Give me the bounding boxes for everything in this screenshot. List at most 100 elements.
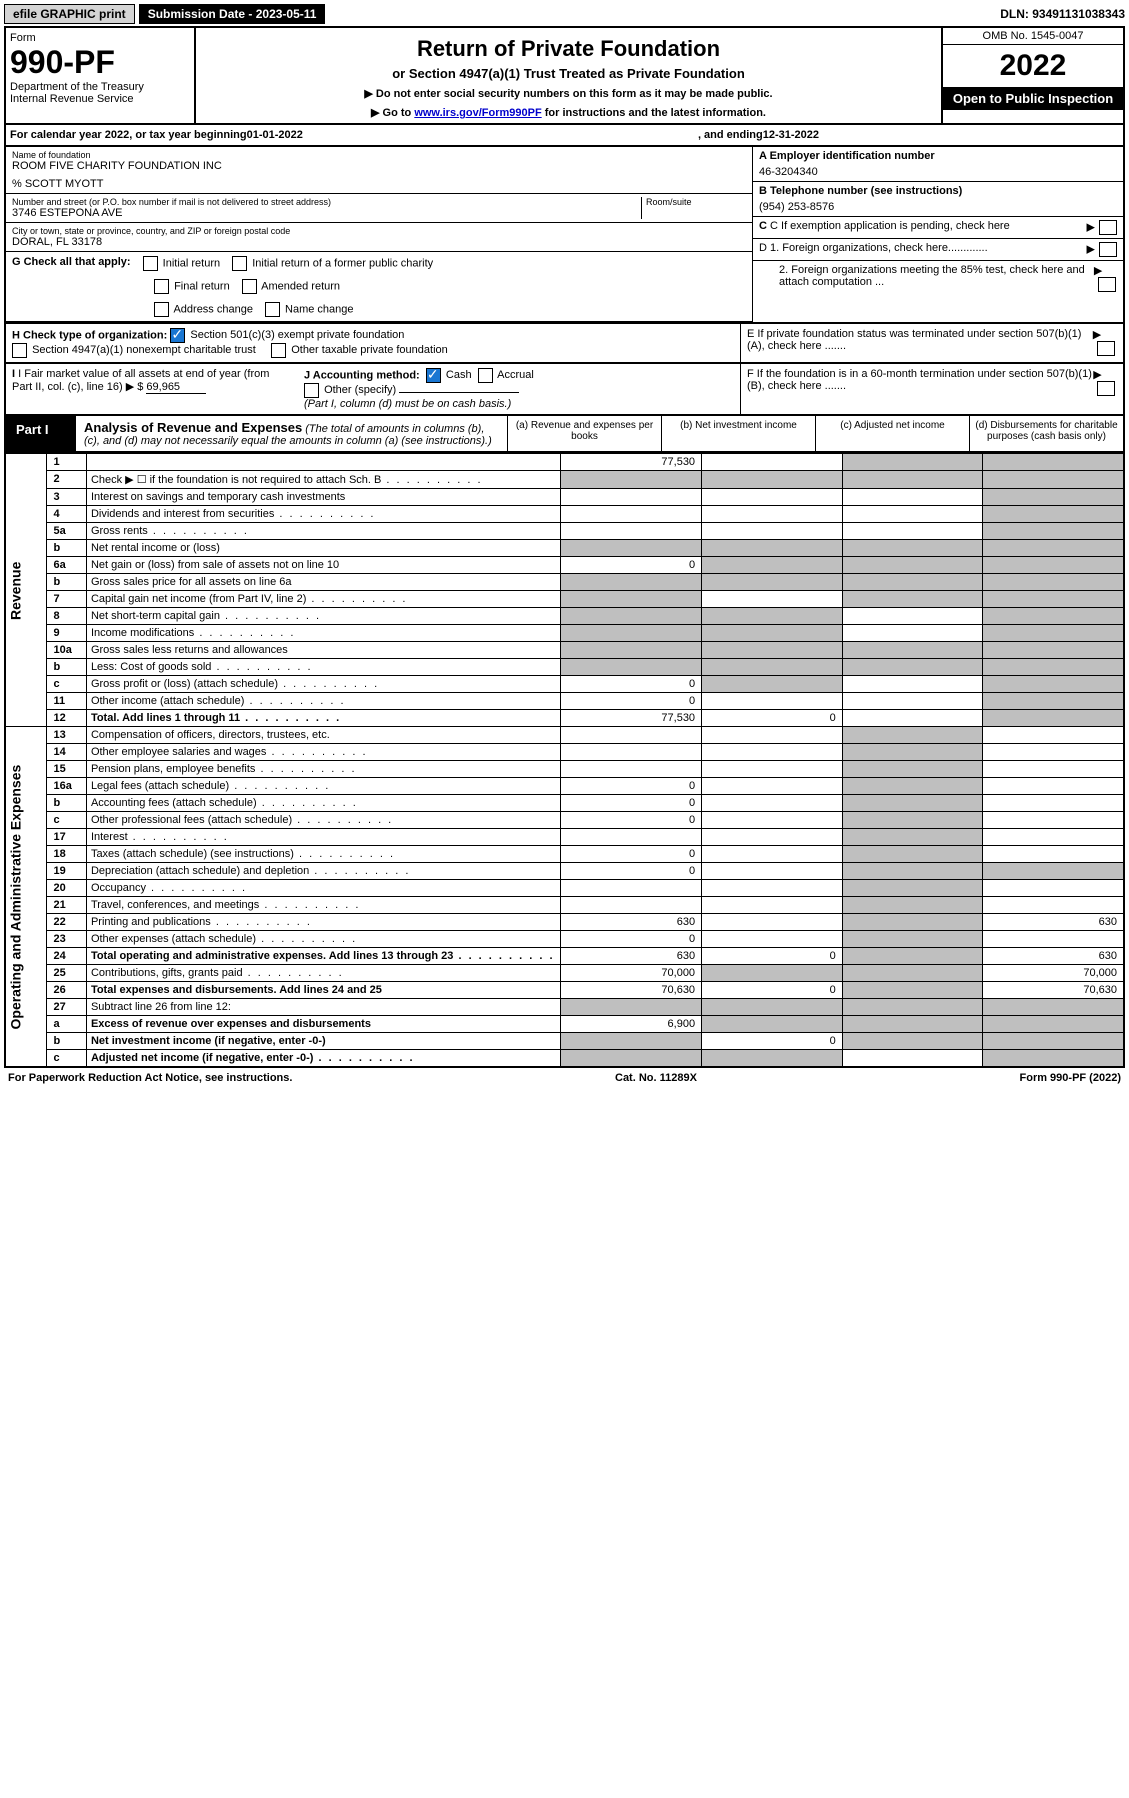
line-number: 1 [47,454,86,471]
cell-col-a: 77,530 [561,454,702,471]
info-grid: Name of foundation ROOM FIVE CHARITY FOU… [4,147,1125,324]
header-right: OMB No. 1545-0047 2022 Open to Public In… [943,28,1123,123]
cell-col-a [561,489,702,506]
table-row: 14Other employee salaries and wages [5,744,1124,761]
cell-col-a: 630 [561,914,702,931]
cell-col-a: 77,530 [561,710,702,727]
chk-initial-return[interactable]: Initial return [143,256,221,271]
line-description: Net rental income or (loss) [86,540,561,557]
cell-col-a: 0 [561,863,702,880]
line-description: Compensation of officers, directors, tru… [86,727,561,744]
cell-col-c [842,489,983,506]
chk-accrual[interactable]: Accrual [478,369,534,381]
cell-col-c [842,897,983,914]
chk-initial-former[interactable]: Initial return of a former public charit… [232,256,433,271]
cell-col-d [983,540,1124,557]
cell-col-d [983,625,1124,642]
cell-col-b [702,744,843,761]
chk-d1[interactable] [1099,242,1117,257]
dln: DLN: 93491131038343 [1000,7,1125,21]
cell-col-d [983,744,1124,761]
line-description: Contributions, gifts, grants paid [86,965,561,982]
cell-col-c [842,591,983,608]
cell-col-d [983,489,1124,506]
header-center: Return of Private Foundation or Section … [196,28,943,123]
side-label: Operating and Administrative Expenses [5,727,47,1068]
cell-col-b [702,880,843,897]
table-row: 19Depreciation (attach schedule) and dep… [5,863,1124,880]
line-number: 20 [47,880,86,897]
cell-col-a [561,744,702,761]
chk-other-taxable[interactable]: Other taxable private foundation [271,344,448,356]
table-row: Revenue177,530 [5,454,1124,471]
chk-d2[interactable] [1098,277,1116,292]
line-description: Other employee salaries and wages [86,744,561,761]
table-row: 4Dividends and interest from securities [5,506,1124,523]
line-number: 3 [47,489,86,506]
line-number: 8 [47,608,86,625]
cell-col-c [842,710,983,727]
line-number: 5a [47,523,86,540]
chk-cash[interactable]: Cash [426,369,472,381]
chk-4947[interactable]: Section 4947(a)(1) nonexempt charitable … [12,344,256,356]
top-bar: efile GRAPHIC print Submission Date - 20… [4,4,1125,24]
chk-f[interactable] [1097,381,1115,396]
cell-col-c [842,863,983,880]
table-row: 8Net short-term capital gain [5,608,1124,625]
cell-col-c [842,574,983,591]
cell-col-a [561,625,702,642]
address-block: Number and street (or P.O. box number if… [6,194,752,223]
cell-col-b [702,523,843,540]
cell-col-d [983,1050,1124,1068]
irs-link[interactable]: www.irs.gov/Form990PF [414,107,541,119]
table-row: 23Other expenses (attach schedule)0 [5,931,1124,948]
line-description: Total expenses and disbursements. Add li… [86,982,561,999]
chk-name-change[interactable]: Name change [265,302,354,317]
chk-e[interactable] [1097,341,1115,356]
line-description: Other expenses (attach schedule) [86,931,561,948]
header-left: Form 990-PF Department of the Treasury I… [6,28,196,123]
line-number: 13 [47,727,86,744]
line-description: Occupancy [86,880,561,897]
table-row: 21Travel, conferences, and meetings [5,897,1124,914]
line-number: 21 [47,897,86,914]
line-description: Net short-term capital gain [86,608,561,625]
cell-col-a: 0 [561,778,702,795]
line-number: 25 [47,965,86,982]
efile-button[interactable]: efile GRAPHIC print [4,4,135,24]
cell-col-a [561,523,702,540]
table-row: 11Other income (attach schedule)0 [5,693,1124,710]
table-row: 25Contributions, gifts, grants paid 70,00… [5,965,1124,982]
chk-address-change[interactable]: Address change [154,302,253,317]
cell-col-b [702,506,843,523]
cell-col-b [702,761,843,778]
ein: 46-3204340 [759,166,1117,178]
cell-col-d [983,471,1124,489]
cell-col-a [561,761,702,778]
omb-number: OMB No. 1545-0047 [943,28,1123,45]
line-description [86,454,561,471]
cell-col-a [561,574,702,591]
phone-block: B Telephone number (see instructions) (9… [753,182,1123,217]
col-c-header: (c) Adjusted net income [815,416,969,451]
cell-col-b [702,914,843,931]
cell-col-d [983,880,1124,897]
cell-col-b [702,489,843,506]
cell-col-d: 70,000 [983,965,1124,982]
cell-col-a [561,506,702,523]
cell-col-d [983,846,1124,863]
chk-final-return[interactable]: Final return [154,279,230,294]
cell-col-b [702,557,843,574]
cell-col-b: 0 [702,982,843,999]
cell-col-c [842,829,983,846]
ssn-note: ▶ Do not enter social security numbers o… [200,87,937,100]
chk-amended-return[interactable]: Amended return [242,279,340,294]
chk-c[interactable] [1099,220,1117,235]
cell-col-b: 0 [702,710,843,727]
cell-col-d [983,897,1124,914]
chk-501c3[interactable]: Section 501(c)(3) exempt private foundat… [170,329,404,341]
chk-other-method[interactable]: Other (specify) [304,384,396,396]
table-row: bAccounting fees (attach schedule)0 [5,795,1124,812]
cell-col-c [842,744,983,761]
cell-col-a: 0 [561,931,702,948]
